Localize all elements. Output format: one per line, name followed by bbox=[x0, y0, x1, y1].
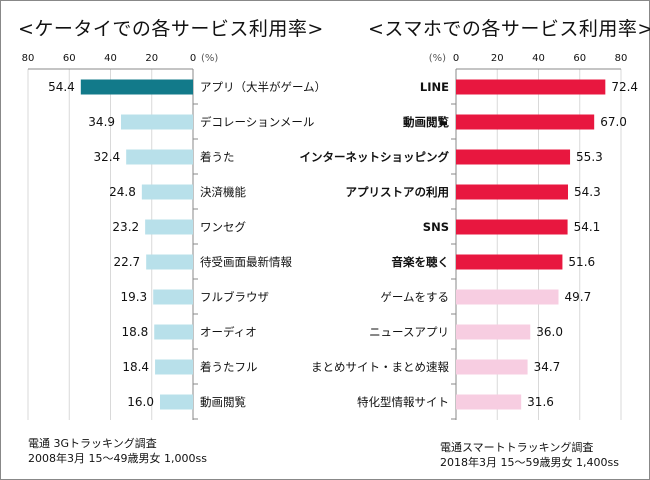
right-bar bbox=[456, 324, 531, 340]
left-source-line2: 2008年3月 15〜49歳男女 1,000ss bbox=[28, 452, 207, 465]
right-bar bbox=[456, 394, 522, 410]
right-category-label: ニュースアプリ bbox=[369, 325, 449, 339]
left-value-label: 34.9 bbox=[88, 115, 115, 129]
right-tick-label: 80 bbox=[615, 53, 628, 64]
left-value-label: 16.0 bbox=[127, 395, 154, 409]
right-value-label: 54.3 bbox=[574, 185, 601, 199]
right-value-label: 36.0 bbox=[536, 325, 563, 339]
left-unit-label: (%) bbox=[201, 53, 218, 64]
right-tick-label: 60 bbox=[573, 53, 586, 64]
right-value-label: 67.0 bbox=[600, 115, 627, 129]
right-chart-title: <スマホでの各サービス利用率> bbox=[368, 18, 650, 40]
left-category-label: アプリ（大半がゲーム） bbox=[200, 80, 326, 94]
right-tick-label: 40 bbox=[532, 53, 545, 64]
right-value-label: 49.7 bbox=[565, 290, 592, 304]
right-value-label: 34.7 bbox=[534, 360, 561, 374]
left-bar bbox=[153, 289, 193, 305]
right-value-label: 55.3 bbox=[576, 150, 603, 164]
right-category-label: 動画閲覧 bbox=[403, 115, 449, 129]
right-category-label: ゲームをする bbox=[380, 290, 449, 304]
right-source-note: 電通スマートトラッキング調査 2018年3月 15〜59歳男女 1,400ss bbox=[440, 440, 619, 470]
right-category-label: SNS bbox=[423, 220, 449, 234]
left-value-label: 22.7 bbox=[113, 255, 140, 269]
left-bar bbox=[141, 184, 193, 200]
right-value-label: 54.1 bbox=[574, 220, 601, 234]
left-bar bbox=[145, 219, 193, 235]
left-source-line1: 電通 3Gトラッキング調査 bbox=[28, 437, 157, 450]
right-bar bbox=[456, 114, 595, 130]
left-category-label: 待受画面最新情報 bbox=[200, 255, 292, 269]
left-bar bbox=[146, 254, 193, 270]
right-category-label: LINE bbox=[420, 80, 449, 94]
left-category-label: 着うたフル bbox=[200, 360, 258, 374]
left-value-label: 18.4 bbox=[122, 360, 149, 374]
left-value-label: 19.3 bbox=[120, 290, 147, 304]
left-tick-label: 60 bbox=[63, 53, 76, 64]
left-category-label: フルブラウザ bbox=[200, 290, 269, 304]
left-category-label: 動画閲覧 bbox=[200, 395, 246, 409]
right-source-line2: 2018年3月 15〜59歳男女 1,400ss bbox=[440, 456, 619, 469]
right-tick-label: 20 bbox=[491, 53, 504, 64]
left-bar bbox=[154, 324, 193, 340]
right-value-label: 31.6 bbox=[527, 395, 554, 409]
right-tick-label: 0 bbox=[453, 53, 459, 64]
left-tick-label: 80 bbox=[22, 53, 35, 64]
left-value-label: 18.8 bbox=[122, 325, 149, 339]
right-bar bbox=[456, 184, 568, 200]
left-tick-label: 20 bbox=[145, 53, 158, 64]
right-category-label: 特化型情報サイト bbox=[357, 395, 449, 409]
left-category-label: オーディオ bbox=[200, 325, 257, 339]
right-bar bbox=[456, 359, 528, 375]
left-bar bbox=[80, 79, 193, 95]
right-value-label: 72.4 bbox=[611, 80, 638, 94]
right-category-label: 音楽を聴く bbox=[392, 255, 450, 269]
left-bar bbox=[160, 394, 193, 410]
left-category-label: 決済機能 bbox=[200, 185, 246, 199]
left-tick-label: 40 bbox=[104, 53, 117, 64]
right-value-label: 51.6 bbox=[568, 255, 595, 269]
left-bar bbox=[155, 359, 193, 375]
left-value-label: 54.4 bbox=[48, 80, 75, 94]
right-category-label: インターネットショッピング bbox=[300, 150, 450, 164]
right-source-line1: 電通スマートトラッキング調査 bbox=[440, 441, 594, 454]
left-tick-label: 0 bbox=[190, 53, 196, 64]
right-bar bbox=[456, 79, 606, 95]
left-bar bbox=[121, 114, 193, 130]
right-category-label: まとめサイト・まとめ速報 bbox=[311, 360, 449, 374]
right-category-label: アプリストアの利用 bbox=[346, 185, 450, 199]
right-bar bbox=[456, 149, 571, 165]
right-unit-label: (%) bbox=[429, 53, 446, 64]
left-value-label: 24.8 bbox=[109, 185, 136, 199]
left-source-note: 電通 3Gトラッキング調査 2008年3月 15〜49歳男女 1,000ss bbox=[28, 436, 207, 466]
left-value-label: 23.2 bbox=[112, 220, 139, 234]
right-bar bbox=[456, 219, 568, 235]
left-chart-title: <ケータイでの各サービス利用率> bbox=[18, 18, 324, 40]
left-category-label: 着うた bbox=[200, 150, 235, 164]
left-bar bbox=[126, 149, 193, 165]
left-category-label: ワンセグ bbox=[200, 220, 246, 234]
left-category-label: デコレーションメール bbox=[200, 115, 314, 129]
right-bar bbox=[456, 254, 563, 270]
right-bar bbox=[456, 289, 559, 305]
left-value-label: 32.4 bbox=[93, 150, 120, 164]
